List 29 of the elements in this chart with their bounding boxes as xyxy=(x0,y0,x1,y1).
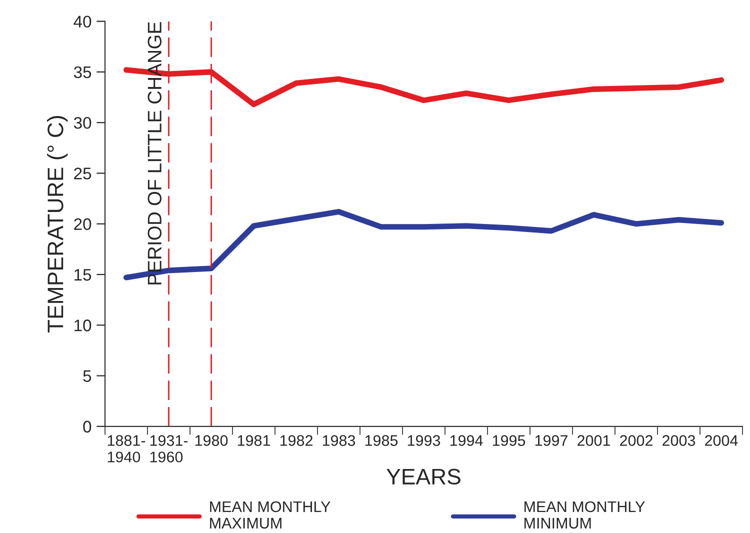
ref-line-label: PERIOD OF LITTLE CHANGE xyxy=(148,22,162,284)
x-axis-title: YEARS xyxy=(386,468,460,485)
x-tick-label: 2002 xyxy=(620,435,652,446)
x-tick-label: 2003 xyxy=(662,435,696,446)
y-tick-label: 35 xyxy=(74,66,92,78)
x-tick-label: 1983 xyxy=(322,435,356,446)
y-axis-title: TEMPERATURE (° C) xyxy=(47,116,68,333)
x-tick-label: 1981 xyxy=(238,435,270,446)
x-tick-label: 1985 xyxy=(365,435,398,446)
x-tick-label: 1993 xyxy=(408,435,440,446)
x-tick-label: 1980 xyxy=(195,435,228,446)
x-tick-label: 1994 xyxy=(450,435,483,446)
x-tick-label: 1881- 1940 xyxy=(108,435,146,462)
y-tick-label: 30 xyxy=(74,116,92,129)
x-tick-label: 1995 xyxy=(492,435,526,446)
y-tick-label: 40 xyxy=(74,16,92,28)
y-tick-label: 10 xyxy=(74,320,92,332)
x-tick-label: 2001 xyxy=(578,435,610,446)
y-tick-label: 5 xyxy=(83,370,92,382)
x-tick-label: 1997 xyxy=(535,435,568,446)
y-tick-label: 0 xyxy=(83,420,92,433)
x-tick-label: 1982 xyxy=(280,435,312,446)
x-tick-label: 1931- 1960 xyxy=(150,435,188,462)
legend-label: MEAN MONTHLY MAXIMUM xyxy=(210,501,330,529)
y-tick-label: 25 xyxy=(74,168,92,180)
y-tick-label: 20 xyxy=(74,218,92,230)
legend-label: MEAN MONTHLY MINIMUM xyxy=(524,501,645,529)
y-tick-label: 15 xyxy=(74,269,92,281)
x-tick-label: 2004 xyxy=(705,435,738,446)
